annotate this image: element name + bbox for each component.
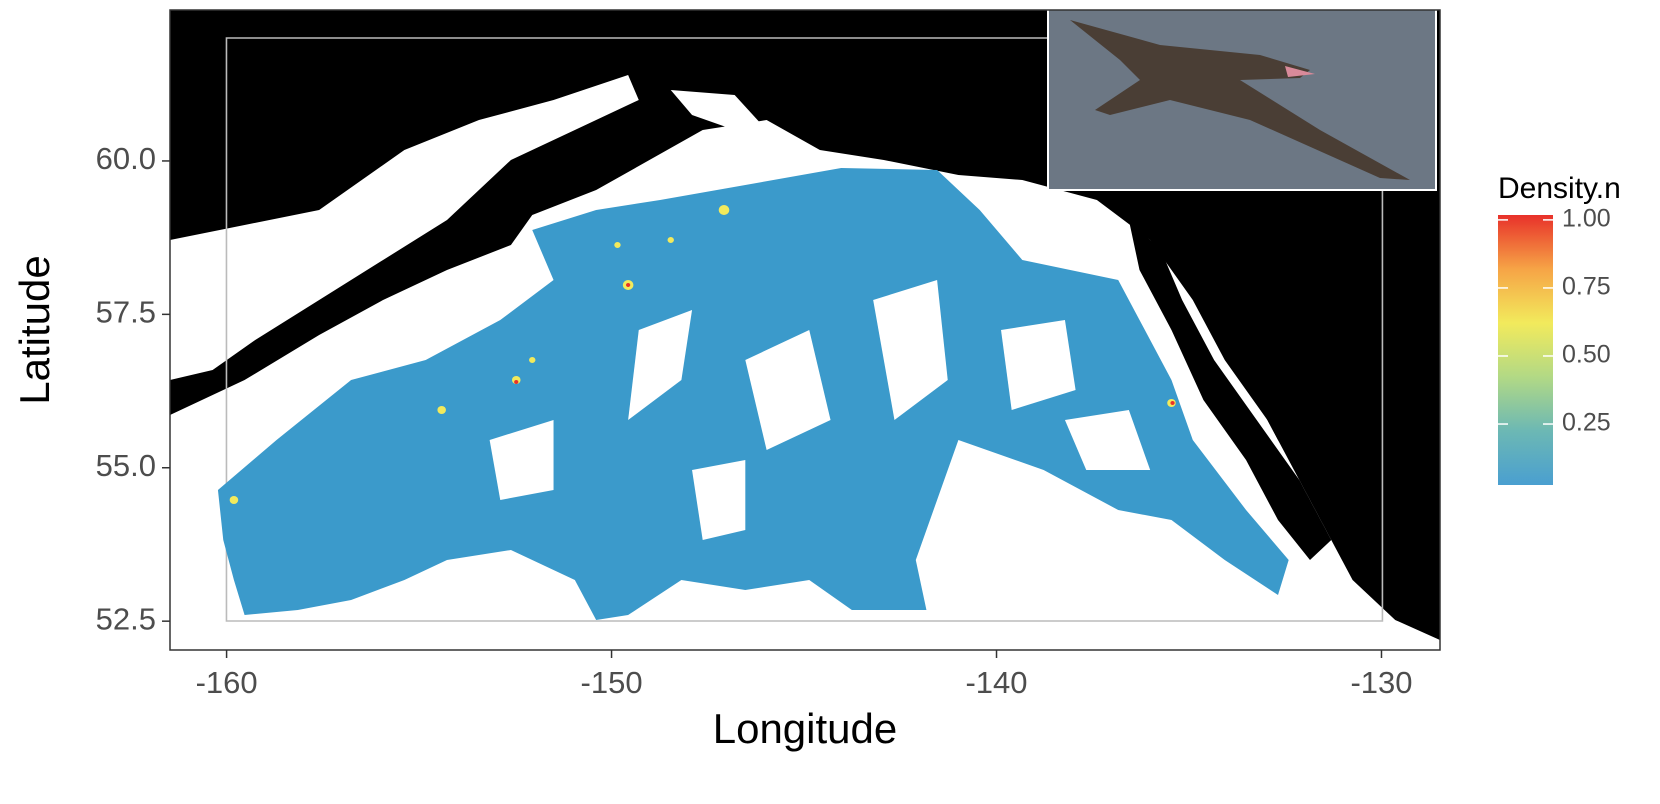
y-axis-title: Latitude — [11, 255, 58, 404]
y-tick-label: 57.5 — [96, 295, 156, 330]
x-tick-label: -150 — [581, 665, 643, 700]
colorbar — [1498, 215, 1553, 485]
y-tick-label: 55.0 — [96, 448, 156, 483]
y-tick-label: 52.5 — [96, 601, 156, 636]
chart: Longitude Latitude Density.n -160 -150 -14… — [0, 0, 1660, 804]
y-tick-label: 60.0 — [96, 141, 156, 176]
colorbar-tick-label: 0.75 — [1562, 273, 1611, 301]
x-axis-title: Longitude — [713, 705, 898, 752]
x-tick-label: -160 — [196, 665, 258, 700]
map-panel — [170, 5, 1440, 650]
x-tick-label: -140 — [965, 665, 1027, 700]
colorbar-tick-label: 1.00 — [1562, 205, 1611, 233]
colorbar-tick-label: 0.50 — [1562, 341, 1611, 369]
colorbar-tick-label: 0.25 — [1562, 409, 1611, 437]
photo-inset — [1048, 5, 1436, 190]
legend-title: Density.n — [1498, 172, 1621, 205]
x-tick-label: -130 — [1350, 665, 1412, 700]
